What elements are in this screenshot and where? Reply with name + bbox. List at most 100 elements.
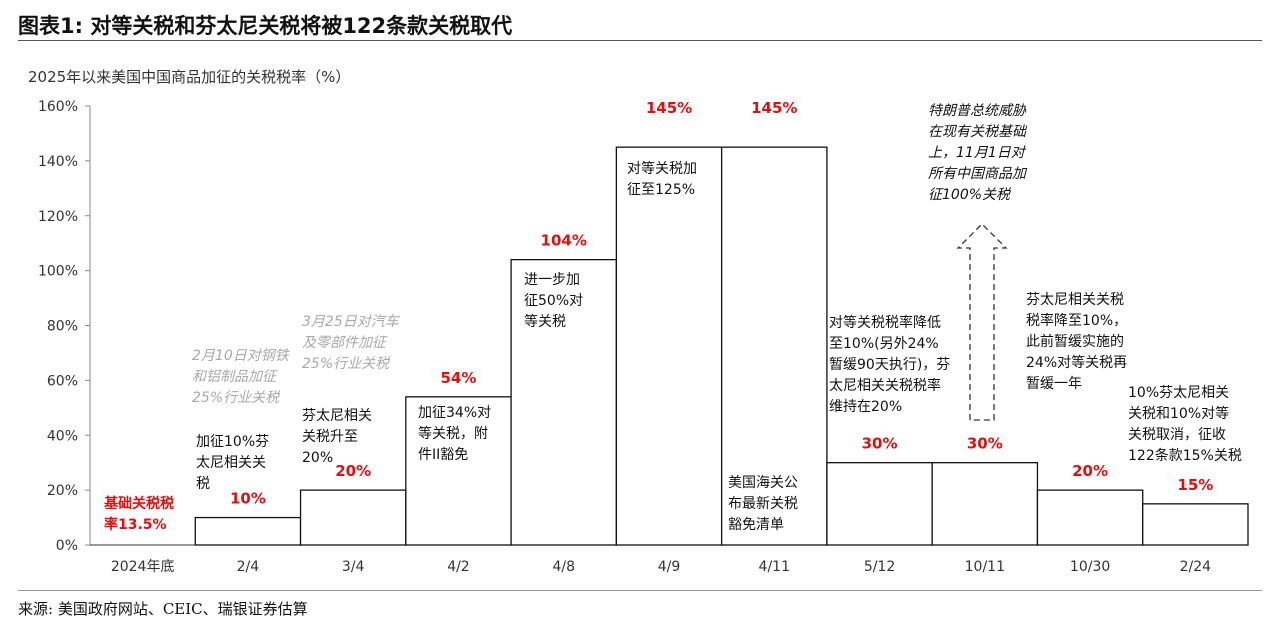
annotation-line: 及零部件加征 [302,335,388,351]
bar-2-24 [1142,503,1249,546]
bar-4-2 [405,396,512,546]
annotation-line: 芬太尼相关 [302,408,372,424]
annotations: 基础关税税率13.5% 加征10%芬太尼相关关税 2月10日对钢铁和铝制品加征 25%… [104,103,1242,533]
annotation-apr2: 加征34%对等关税，附件II豁免 [418,405,491,463]
y-tick-label: 100% [38,264,78,280]
x-tick-label: 2/4 [237,559,260,575]
annotation-line: 25%行业关税 [302,356,391,372]
annotation-feb24: 10%芬太尼相关关税和10%对等关税取消，征收 122条款15%关税 [1128,385,1242,464]
value-label: 20% [1072,462,1108,480]
value-labels: 10% 20% 54% 104% 145% 145% 30% 30% 20% 15% [230,99,1213,507]
annotation-line: 芬太尼相关关税 [1026,292,1124,308]
annotation-apr11: 美国海关公布最新关税豁免清单 [728,475,798,533]
x-tick-label: 4/11 [759,559,790,575]
annotation-apr9: 对等关税加征至125% [627,160,697,198]
x-tick-label: 4/8 [552,559,575,575]
x-tick-label: 10/30 [1070,559,1110,575]
annotation-line: 率13.5% [104,516,167,533]
value-label: 30% [862,435,898,453]
annotation-line: 上，11月1日对 [928,145,1027,161]
bar-3-4 [299,489,407,546]
annotation-may12: 对等关税税率降低至10%(另外24% 暂缓90天执行)，芬太尼相关关税税率维持在2… [829,314,950,415]
annotation-line: 件II豁免 [418,446,468,463]
annotation-line: 3月25日对汽车 [302,314,401,330]
annotation-line: 和铝制品加征 [192,369,278,385]
value-label: 54% [441,369,477,387]
y-tick-label: 20% [47,483,78,499]
annotation-line: 进一步加 [524,272,580,288]
annotation-line: 122条款15%关税 [1128,447,1242,464]
annotation-line: 暂缓90天执行)，芬 [829,357,950,373]
y-ticks: 0% 20% 40% 60% 80% 100% 120% 140% 160% [38,99,90,554]
title-divider [18,40,1262,41]
y-tick-label: 80% [47,319,78,335]
x-ticks: 2024年底 2/4 3/4 4/2 4/8 4/9 4/11 5/12 10/11 10/30 2… [111,559,1211,575]
bar-10-11 [931,462,1039,546]
annotation-line: 特朗普总统威胁 [928,103,1027,119]
annotation-line: 豁免清单 [728,516,784,533]
value-label: 15% [1177,476,1213,494]
value-label: 20% [335,462,371,480]
annotation-mar25-auto: 3月25日对汽车及零部件加征 25%行业关税 [302,314,401,372]
bar-4-8 [510,258,618,546]
x-tick-label: 10/11 [965,559,1005,575]
y-tick-label: 120% [38,209,78,225]
annotation-feb10-steel: 2月10日对钢铁和铝制品加征 25%行业关税 [192,348,291,406]
y-axis-label: 2025年以来美国中国商品加征的关税税率（%） [28,68,350,86]
x-tick-label: 5/12 [864,559,895,575]
annotation-line: 征50%对 [524,293,583,309]
bars [194,146,1249,546]
x-tick-label: 2/24 [1180,559,1212,575]
annotation-line: 至10%(另外24% [829,336,939,352]
bar-4-11 [720,146,828,546]
x-tick-label: 4/9 [658,559,681,575]
annotation-line: 太尼相关关税税率 [829,377,941,394]
footer-divider [18,590,1262,591]
x-tick-label: 4/2 [447,559,470,575]
annotation-mar4: 芬太尼相关关税升至 20% [302,408,372,466]
annotation-line: 此前暂缓实施的 [1026,333,1124,350]
annotation-line: 10%芬太尼相关 [1128,385,1229,401]
y-tick-label: 40% [47,428,78,444]
bar-4-9 [615,146,723,546]
annotation-line: 基础关税税 [104,495,174,512]
value-label: 10% [230,490,266,508]
annotation-line: 加征34%对 [418,405,491,421]
annotation-oct30: 芬太尼相关关税税率降至10%， 此前暂缓实施的 24%对等关税再暂缓一年 [1026,292,1127,392]
bar-2-4 [194,516,302,546]
value-label: 145% [646,99,692,117]
annotation-line: 布最新关税 [728,496,798,512]
annotation-line: 征至125% [627,182,695,198]
value-label: 30% [967,435,1003,453]
annotation-line: 征100%关税 [928,187,1012,203]
annotation-line: 暂缓一年 [1026,376,1082,392]
y-tick-label: 60% [47,373,78,389]
annotation-oct11-threat: 特朗普总统威胁在现有关税基础上，11月1日对所有中国商品加征100%关税 [928,103,1028,203]
annotation-line: 对等关税加 [627,160,697,177]
annotation-line: 在现有关税基础 [928,124,1028,140]
y-tick-label: 140% [38,154,78,170]
annotation-line: 税率降至10%， [1026,312,1127,329]
annotation-line: 关税升至 [302,429,358,445]
annotation-line: 20% [302,450,333,466]
annotation-line: 关税和10%对等 [1128,405,1229,422]
annotation-line: 关税取消，征收 [1128,427,1226,443]
annotation-line: 2月10日对钢铁 [192,348,291,364]
annotation-apr8: 进一步加征50%对等关税 [524,272,583,330]
annotation-line: 维持在20% [829,399,902,415]
bar-10-30 [1036,489,1144,546]
y-tick-label: 160% [38,99,78,115]
value-label: 145% [751,99,797,117]
figure-title: 图表1: 对等关税和芬太尼关税将被122条款关税取代 [18,14,513,38]
y-tick-label: 0% [56,538,78,554]
annotation-line: 加征10%芬 [196,434,269,450]
annotation-line: 等关税，附 [418,425,488,442]
source-note: 来源: 美国政府网站、CEIC、瑞银证券估算 [18,600,308,618]
dashed-up-arrow [956,223,1008,421]
annotation-line: 太尼相关关 [196,455,266,471]
annotation-line: 所有中国商品加 [928,166,1028,182]
annotation-feb4: 加征10%芬太尼相关关税 [196,434,269,492]
annotation-base-rate: 基础关税税率13.5% [104,495,174,533]
annotation-line: 等关税 [524,313,566,330]
